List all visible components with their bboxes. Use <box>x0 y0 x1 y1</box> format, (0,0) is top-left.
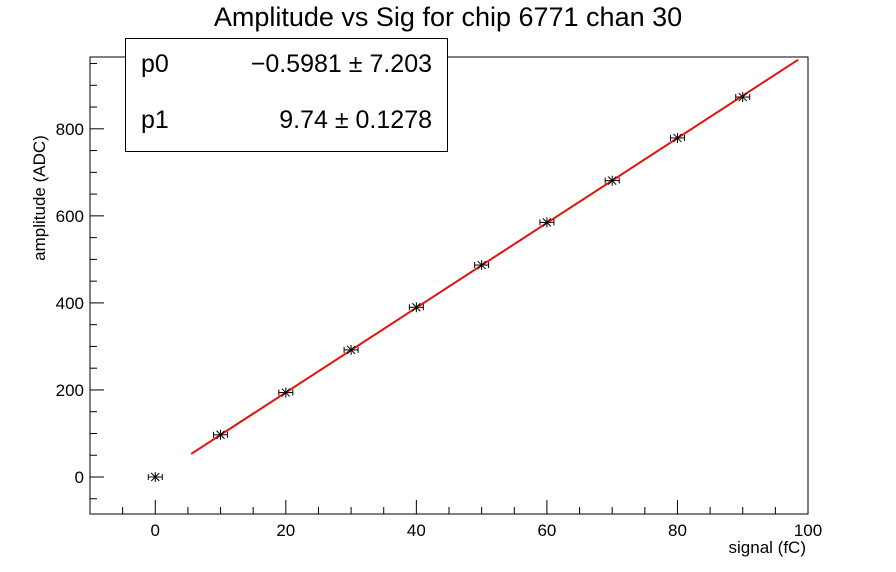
y-tick-label: 600 <box>56 207 84 226</box>
x-tick-label: 40 <box>407 521 426 540</box>
data-point <box>213 429 229 440</box>
fit-param-row: p1 9.74 ± 0.1278 <box>126 106 447 146</box>
fit-param-name: p0 <box>141 50 169 78</box>
x-tick-label: 60 <box>537 521 556 540</box>
data-point <box>604 175 620 186</box>
y-tick-label: 400 <box>56 294 84 313</box>
data-point <box>539 217 555 228</box>
data-point <box>474 260 490 271</box>
fit-param-row: p0 −0.5981 ± 7.203 <box>126 50 447 90</box>
x-tick-label: 20 <box>276 521 295 540</box>
data-point <box>408 302 424 313</box>
y-axis-label: amplitude (ADC) <box>30 135 49 261</box>
x-tick-label: 80 <box>668 521 687 540</box>
axes: 0 20 40 60 80 100 0 200 400 600 800 <box>56 63 822 540</box>
y-tick-label: 800 <box>56 120 84 139</box>
data-point <box>147 472 163 483</box>
y-tick-label: 0 <box>75 468 84 487</box>
x-axis-label: signal (fC) <box>728 538 806 557</box>
x-tick-label: 100 <box>794 521 822 540</box>
data-point <box>343 344 359 355</box>
fit-param-value: −0.5981 ± 7.203 <box>250 50 432 78</box>
fit-param-value: 9.74 ± 0.1278 <box>279 106 432 134</box>
data-points <box>147 92 751 483</box>
fit-line-group <box>190 58 799 455</box>
data-point <box>735 92 751 103</box>
y-tick-label: 200 <box>56 381 84 400</box>
data-point <box>278 387 294 398</box>
fit-parameters-box: p0 −0.5981 ± 7.203 p1 9.74 ± 0.1278 <box>125 38 448 152</box>
chart-title: Amplitude vs Sig for chip 6771 chan 30 <box>213 2 683 32</box>
fit-line <box>190 58 799 455</box>
fit-param-name: p1 <box>141 106 169 134</box>
data-point <box>669 132 685 143</box>
x-tick-label: 0 <box>151 521 160 540</box>
